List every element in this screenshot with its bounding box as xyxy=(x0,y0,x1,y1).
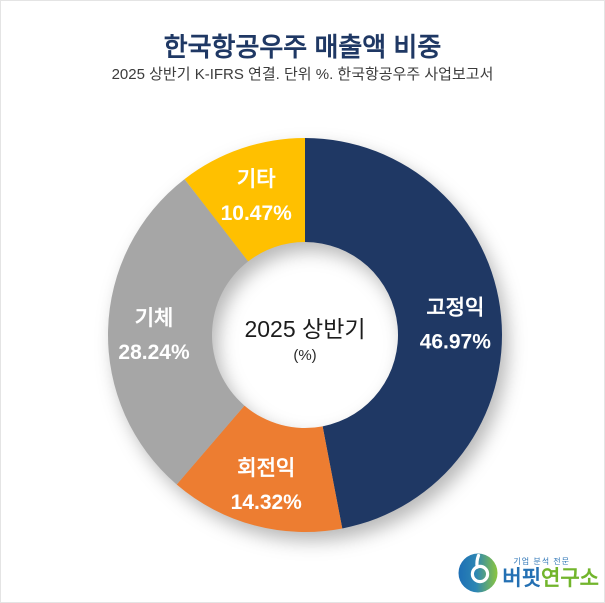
segment-value-기체: 28.24% xyxy=(118,341,190,364)
logo-name-lab: 연구소 xyxy=(541,566,599,590)
segment-name-회전익: 회전익 xyxy=(237,457,295,480)
segment-name-고정익: 고정익 xyxy=(426,297,484,320)
segment-value-고정익: 46.97% xyxy=(420,331,492,354)
chart-subtitle: 2025 상반기 K-IFRS 연결. 단위 %. 한국항공우주 사업보고서 xyxy=(111,66,494,83)
segment-name-기체: 기체 xyxy=(135,307,174,330)
logo-name: 버핏연구소 xyxy=(502,568,599,589)
donut-segment-기체 xyxy=(108,179,249,485)
logo-tagline: 기업 분석 전문 xyxy=(513,556,570,566)
chart-title: 한국항공우주 매출액 비중 xyxy=(163,32,442,62)
logo-text: 기업 분석 전문 버핏연구소 xyxy=(502,556,599,589)
donut-segment-회전익 xyxy=(176,405,343,533)
segment-name-기타: 기타 xyxy=(237,168,276,191)
logo-name-buffett: 버핏 xyxy=(502,566,542,590)
segment-value-기타: 10.47% xyxy=(221,202,293,225)
donut-segment-기타 xyxy=(184,138,305,262)
donut-segment-고정익 xyxy=(305,138,502,529)
segment-value-회전익: 14.32% xyxy=(231,491,303,514)
buffett-lab-logo-icon xyxy=(458,553,498,593)
logo: 기업 분석 전문 버핏연구소 xyxy=(457,552,599,594)
